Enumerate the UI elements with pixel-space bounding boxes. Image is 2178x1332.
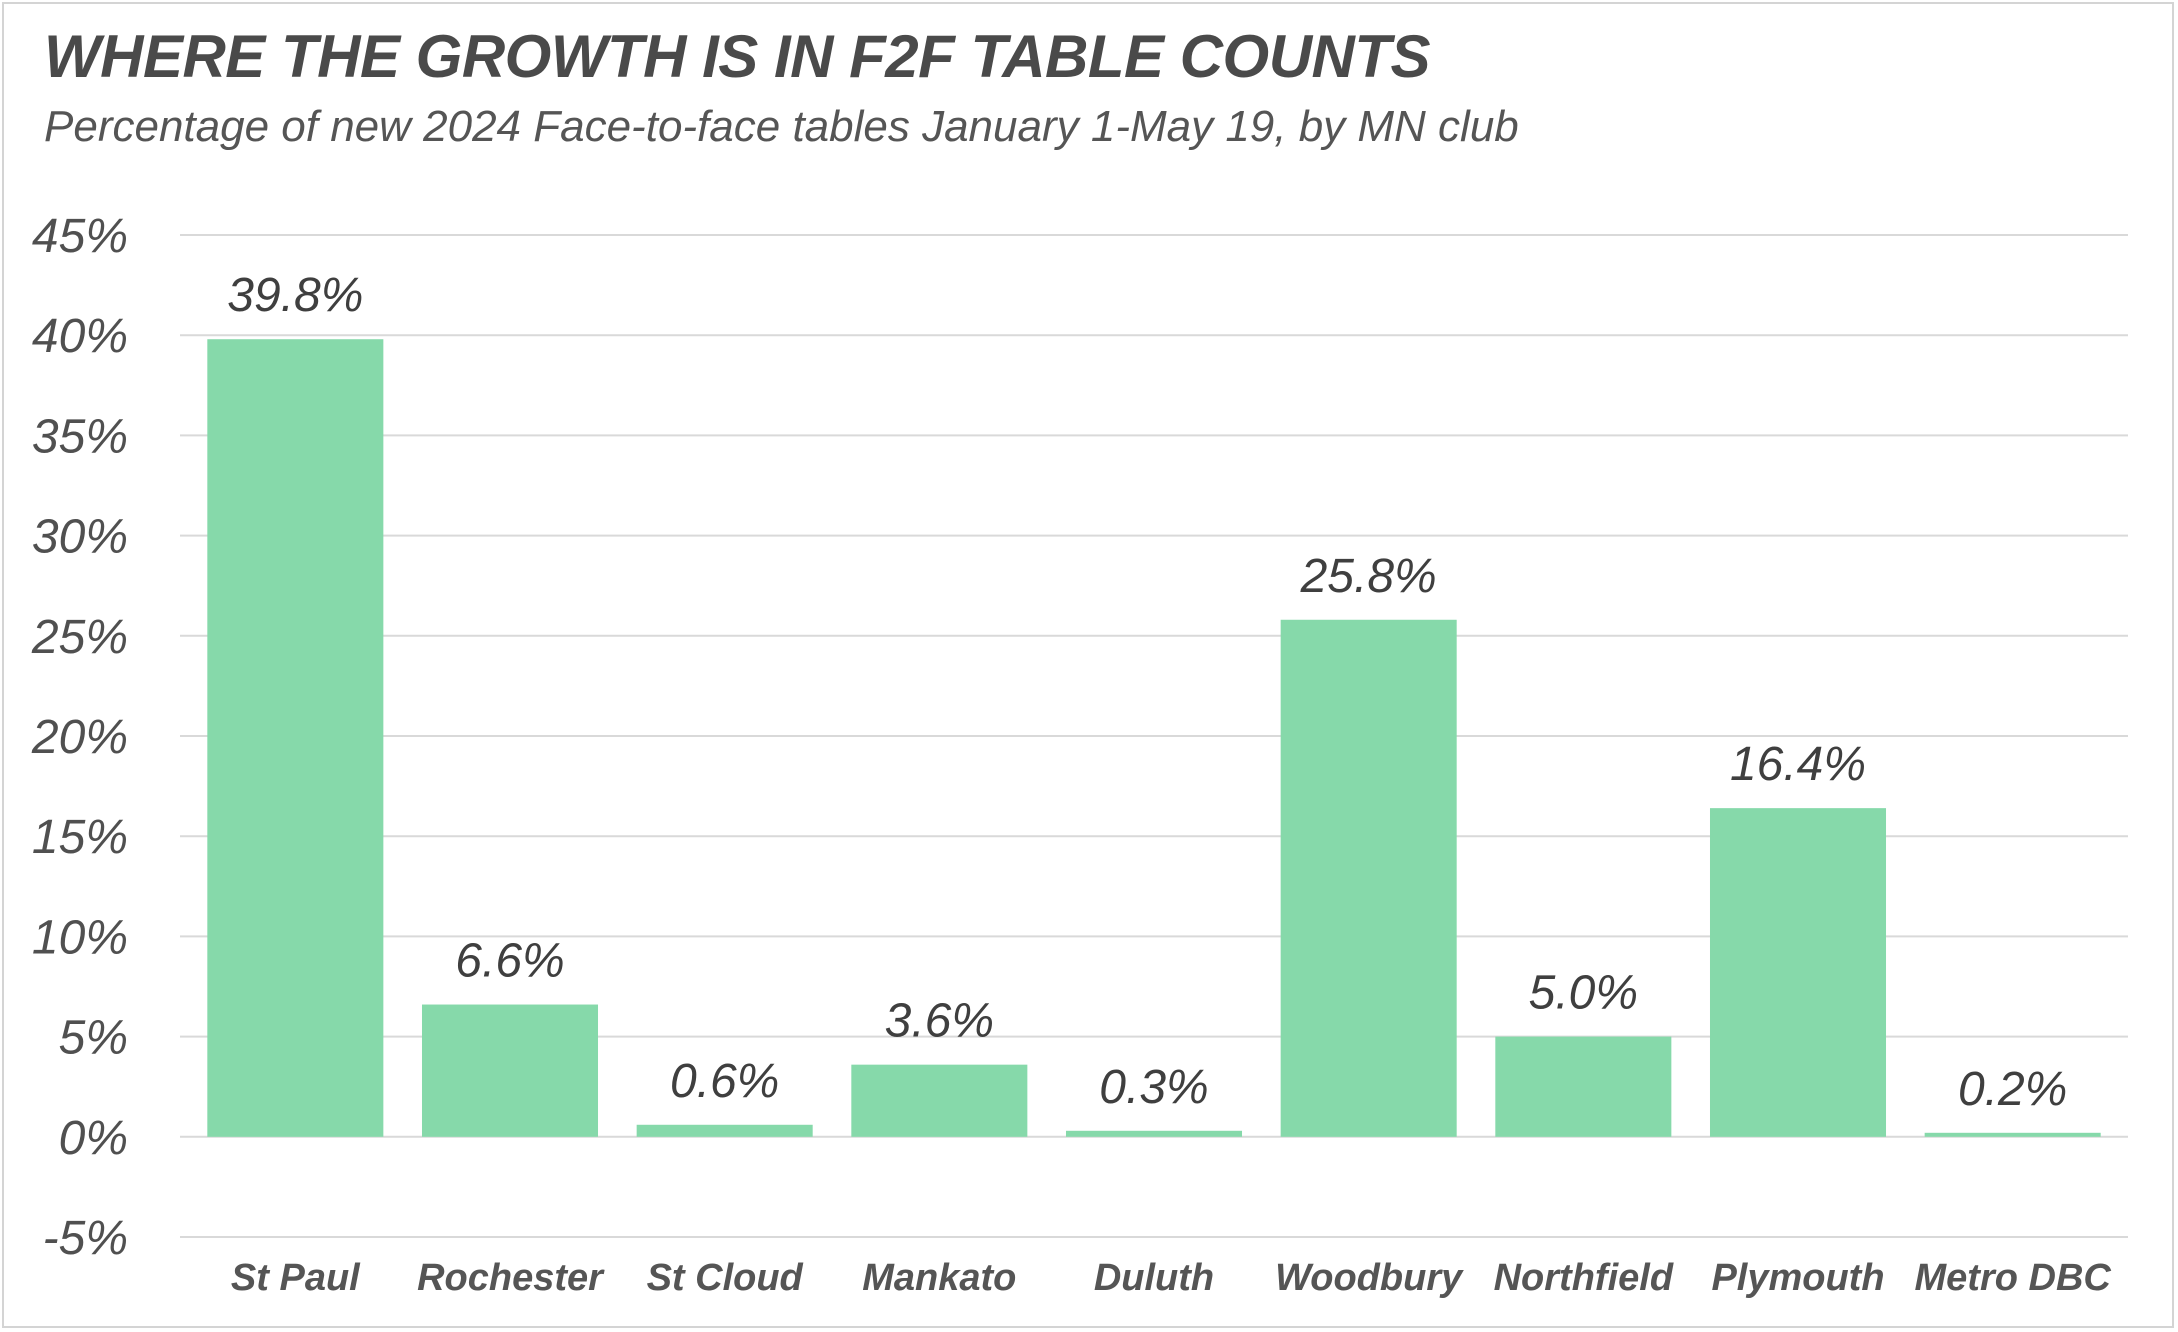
y-axis: -5% 0% 5% 10% 15% 20% 25% 30% 35% 40% 45% (31, 210, 128, 1265)
bar-woodbury (1280, 619, 1457, 1137)
chart-subtitle: Percentage of new 2024 Face-to-face tabl… (44, 102, 1519, 151)
y-tick-label: 10% (32, 911, 128, 964)
data-labels: 39.8% 6.6% 0.6% 3.6% 0.3% 25.8% 5.0% 16.4% 0.2% (227, 269, 2067, 1116)
bar-metro-dbc (1924, 1132, 2101, 1137)
y-tick-label: 35% (32, 410, 128, 463)
x-tick-label: Mankato (862, 1257, 1016, 1299)
x-tick-label: Woodbury (1275, 1257, 1464, 1299)
y-tick-label: 5% (59, 1012, 128, 1065)
x-tick-label: St Paul (231, 1257, 361, 1299)
x-axis: St Paul Rochester St Cloud Mankato Duluth Woo… (231, 1257, 2111, 1299)
y-tick-label: 0% (59, 1112, 128, 1165)
x-tick-label: Plymouth (1711, 1257, 1884, 1299)
data-label: 3.6% (885, 995, 994, 1048)
bars (207, 339, 2101, 1137)
data-label: 5.0% (1529, 967, 1638, 1020)
bar-northfield (1495, 1036, 1672, 1137)
y-tick-label: 40% (32, 310, 128, 363)
y-tick-label: -5% (43, 1212, 128, 1265)
x-tick-label: Rochester (417, 1257, 605, 1299)
data-label: 39.8% (227, 269, 363, 322)
bar-duluth (1065, 1130, 1243, 1137)
y-tick-label: 45% (32, 210, 128, 263)
data-label: 25.8% (1300, 550, 1437, 603)
x-tick-label: St Cloud (647, 1257, 804, 1299)
y-tick-label: 20% (31, 711, 128, 764)
bar-plymouth (1709, 808, 1887, 1137)
x-tick-label: Northfield (1494, 1257, 1674, 1299)
chart-title: WHERE THE GROWTH IS IN F2F TABLE COUNTS (44, 23, 1431, 90)
data-label: 16.4% (1730, 738, 1866, 791)
data-label: 0.3% (1099, 1061, 1208, 1114)
x-tick-label: Metro DBC (1915, 1257, 2112, 1299)
y-tick-label: 30% (32, 511, 128, 564)
data-label: 0.6% (670, 1055, 779, 1108)
y-tick-label: 15% (32, 811, 128, 864)
x-tick-label: Duluth (1094, 1257, 1214, 1299)
data-label: 6.6% (455, 935, 564, 988)
data-label: 0.2% (1958, 1063, 2067, 1116)
bar-rochester (421, 1004, 599, 1137)
bar-st-paul (207, 339, 384, 1137)
bar-st-cloud (636, 1124, 813, 1137)
y-tick-label: 25% (31, 611, 128, 664)
bar-mankato (851, 1064, 1028, 1137)
